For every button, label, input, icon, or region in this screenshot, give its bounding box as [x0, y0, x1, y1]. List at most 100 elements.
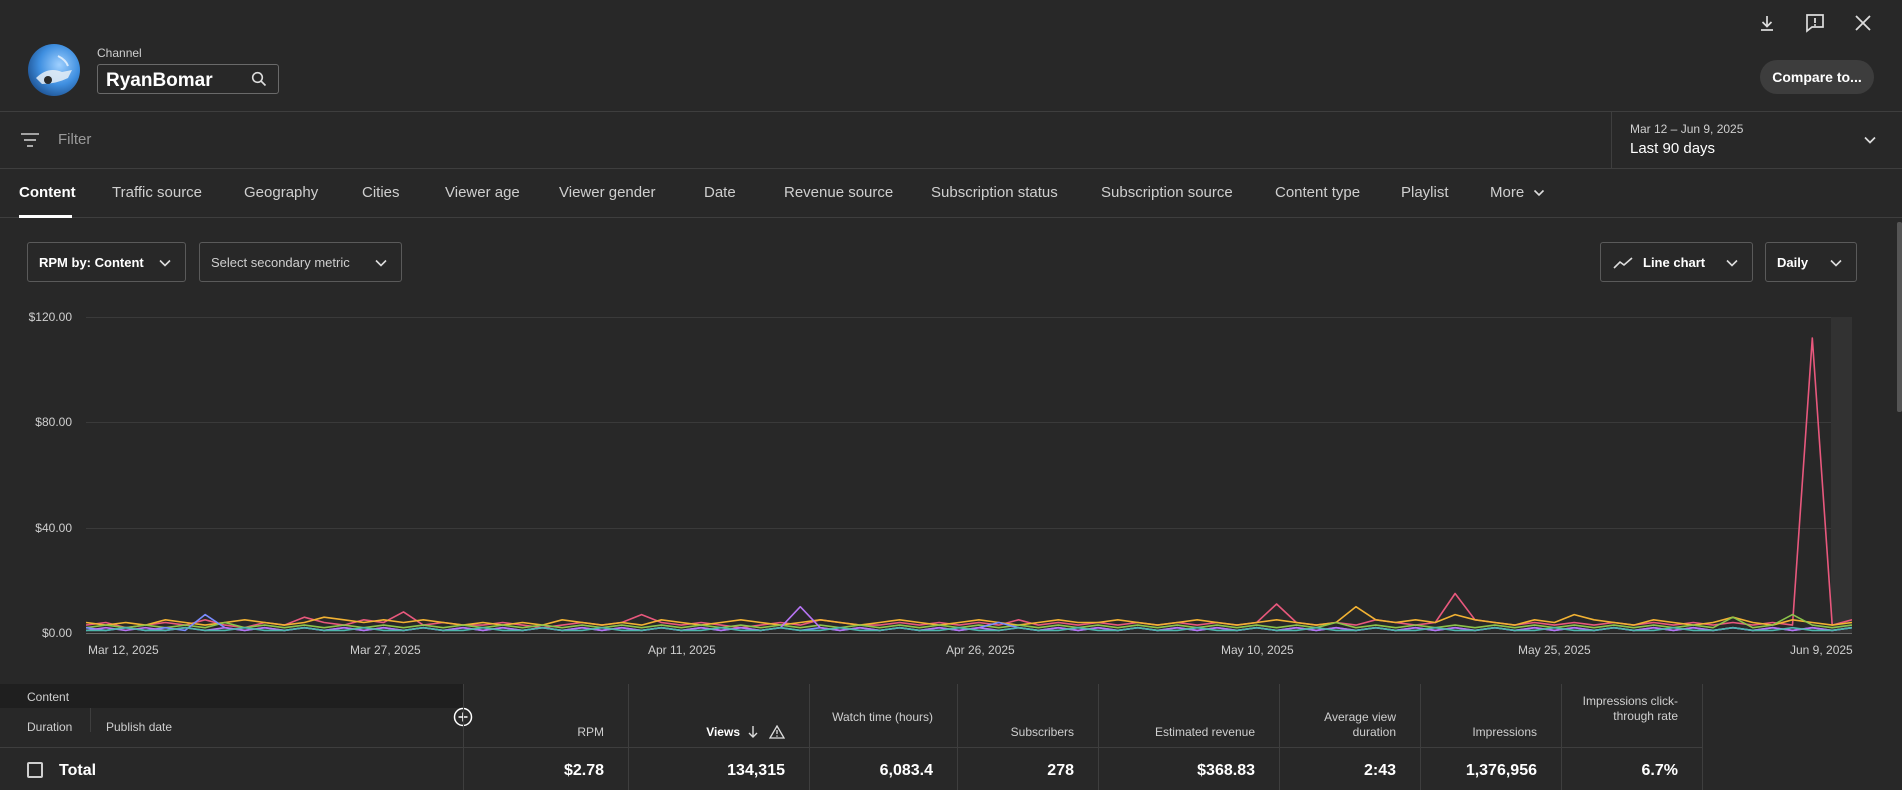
series-line-2[interactable]: [86, 605, 1852, 626]
x-tick-label: Mar 27, 2025: [350, 643, 421, 657]
content-header-band: [0, 684, 463, 708]
rpm-column-header[interactable]: RPM: [577, 725, 604, 739]
tab-subscription-status[interactable]: Subscription status: [931, 184, 1058, 201]
x-tick-label: Mar 12, 2025: [88, 643, 159, 657]
total-row-checkbox[interactable]: [27, 762, 43, 778]
tab-date[interactable]: Date: [704, 184, 736, 201]
date-range-picker[interactable]: Mar 12 – Jun 9, 2025 Last 90 days: [1611, 112, 1902, 169]
tab-content[interactable]: Content: [19, 184, 76, 201]
total-estimated-revenue: $368.83: [1197, 762, 1255, 779]
total-watch-time: 6,083.4: [879, 762, 933, 779]
x-tick-label: Apr 26, 2025: [946, 643, 1015, 657]
tab-geography[interactable]: Geography: [244, 184, 319, 201]
column-divider: [809, 684, 810, 790]
date-range-label: Last 90 days: [1630, 140, 1716, 157]
x-tick-label: May 25, 2025: [1518, 643, 1591, 657]
channel-name: RyanBomar: [106, 70, 213, 91]
chevron-down-icon: [1830, 259, 1842, 267]
active-tab-indicator: [19, 215, 72, 218]
total-impressions: 1,376,956: [1465, 762, 1537, 779]
gridline: [86, 528, 1852, 529]
y-tick-label: $120.00: [28, 310, 72, 324]
views-column-header[interactable]: Views: [706, 725, 740, 739]
total-subscribers: 278: [1047, 762, 1074, 779]
chevron-down-icon: [1726, 259, 1738, 267]
chevron-down-icon: [375, 259, 387, 267]
channel-avatar[interactable]: [28, 44, 80, 96]
total-impressions-ctr: 6.7%: [1641, 762, 1678, 779]
chevron-down-icon: [1534, 189, 1545, 197]
page-scrollbar[interactable]: [1897, 222, 1902, 412]
tab-cities[interactable]: Cities: [362, 184, 400, 201]
compare-button[interactable]: Compare to...: [1760, 60, 1874, 94]
total-views: 134,315: [727, 762, 785, 779]
chart-type-label: Line chart: [1643, 254, 1706, 270]
x-axis-line: [86, 633, 1852, 634]
header: Channel RyanBomar Compare to...: [0, 0, 1902, 112]
gridline: [86, 422, 1852, 423]
column-divider: [463, 684, 464, 790]
column-divider: [1279, 684, 1280, 790]
filter-icon[interactable]: [20, 132, 40, 148]
close-icon[interactable]: [1852, 12, 1874, 34]
content-column-label: Content: [27, 690, 70, 704]
tab-subscription-source[interactable]: Subscription source: [1101, 184, 1233, 201]
channel-search-input[interactable]: RyanBomar: [97, 64, 279, 94]
x-tick-label: Jun 9, 2025: [1790, 643, 1853, 657]
y-tick-label: $40.00: [35, 521, 72, 535]
secondary-metric-select[interactable]: Select secondary metric: [199, 242, 402, 282]
tab-viewer-age[interactable]: Viewer age: [445, 184, 520, 201]
watch-time-column-header[interactable]: Watch time (hours): [832, 710, 933, 724]
chart-hover-band: [1831, 317, 1852, 633]
channel-caption: Channel: [97, 46, 142, 60]
report-tabs: Content Traffic source Geography Cities …: [0, 170, 1902, 218]
column-divider: [1098, 684, 1099, 790]
series-line-3[interactable]: [86, 613, 1852, 629]
estimated-revenue-column-header[interactable]: Estimated revenue: [1154, 725, 1255, 739]
impressions-ctr-column-header[interactable]: Impressions click-through rate: [1582, 694, 1678, 723]
chevron-down-icon: [1862, 132, 1878, 148]
tab-playlist[interactable]: Playlist: [1401, 184, 1449, 201]
tab-viewer-gender[interactable]: Viewer gender: [559, 184, 656, 201]
primary-metric-label: RPM by: Content: [39, 254, 144, 270]
average-view-duration-column-header[interactable]: Average view duration: [1324, 710, 1396, 739]
feedback-icon[interactable]: [1804, 12, 1826, 34]
tab-traffic-source[interactable]: Traffic source: [112, 184, 203, 201]
total-average-view-duration: 2:43: [1363, 762, 1396, 779]
sort-descending-icon[interactable]: [746, 724, 760, 740]
x-tick-label: Apr 11, 2025: [648, 643, 716, 657]
y-tick-label: $0.00: [41, 626, 72, 640]
column-divider: [1561, 684, 1562, 790]
chevron-down-icon: [159, 259, 171, 267]
subscribers-column-header[interactable]: Subscribers: [1010, 725, 1074, 739]
publish-date-column-header[interactable]: Publish date: [106, 720, 173, 734]
impressions-column-header[interactable]: Impressions: [1472, 725, 1537, 739]
granularity-select[interactable]: Daily: [1765, 242, 1857, 282]
tab-more-label: More: [1490, 184, 1525, 201]
series-line-1[interactable]: [86, 337, 1852, 629]
tab-more[interactable]: More: [1490, 184, 1546, 201]
series-line-6[interactable]: [86, 626, 1852, 632]
primary-metric-select[interactable]: RPM by: Content: [27, 242, 186, 282]
secondary-metric-label: Select secondary metric: [211, 254, 350, 270]
column-divider: [90, 708, 91, 732]
chart-type-select[interactable]: Line chart: [1600, 242, 1753, 282]
tab-content-type[interactable]: Content type: [1275, 184, 1361, 201]
granularity-label: Daily: [1777, 254, 1809, 270]
column-divider: [628, 684, 629, 790]
date-range-text: Mar 12 – Jun 9, 2025: [1630, 122, 1744, 136]
gridline: [86, 317, 1852, 318]
filter-input[interactable]: Filter: [58, 131, 92, 148]
search-icon[interactable]: [251, 71, 267, 87]
content-table: Content Duration Publish date: [0, 684, 1902, 790]
total-rpm: $2.78: [563, 762, 604, 779]
warning-icon[interactable]: [769, 725, 785, 739]
rpm-line-chart[interactable]: [86, 317, 1852, 634]
filter-row: Filter Mar 12 – Jun 9, 2025 Last 90 days: [0, 112, 1902, 169]
download-icon[interactable]: [1756, 12, 1778, 34]
y-tick-label: $80.00: [35, 415, 72, 429]
line-chart-icon: [1613, 257, 1633, 269]
tab-revenue-source[interactable]: Revenue source: [784, 184, 894, 201]
column-divider: [957, 684, 958, 790]
duration-column-header[interactable]: Duration: [27, 720, 73, 734]
